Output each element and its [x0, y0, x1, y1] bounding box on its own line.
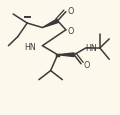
Text: O: O — [83, 61, 90, 70]
Text: HN: HN — [86, 44, 97, 53]
Text: HN: HN — [24, 42, 36, 51]
Polygon shape — [42, 20, 58, 28]
Polygon shape — [58, 53, 74, 57]
Text: O: O — [67, 7, 73, 16]
Text: O: O — [67, 27, 73, 36]
